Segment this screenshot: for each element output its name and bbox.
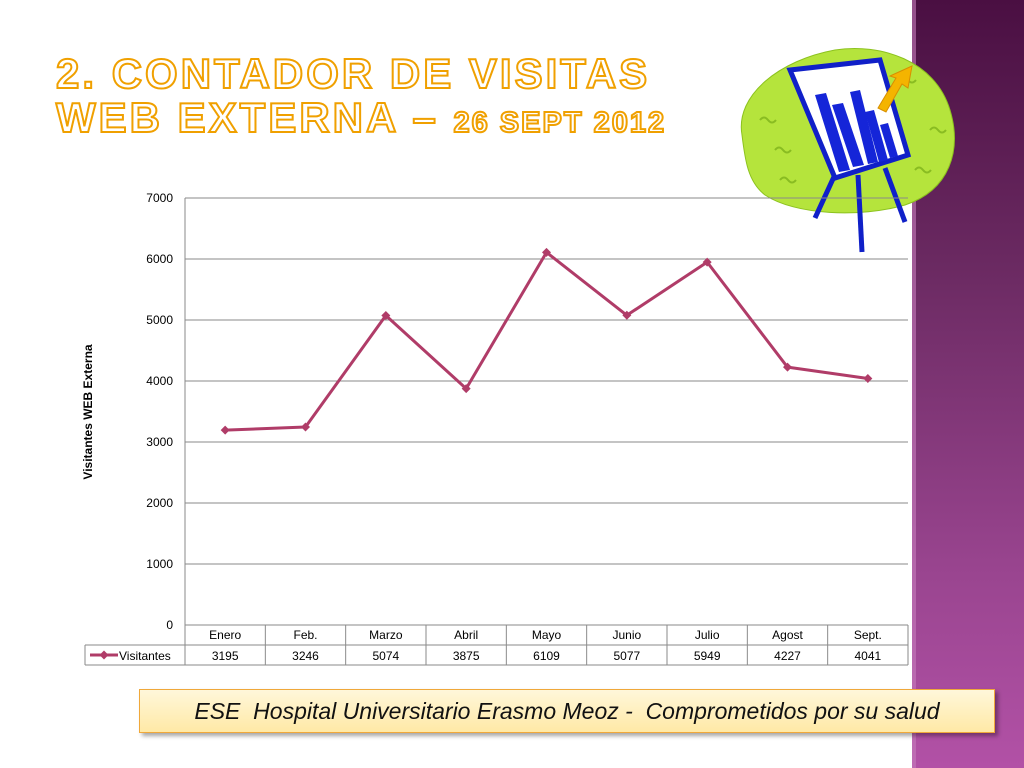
y-tick-label: 3000 — [146, 435, 173, 449]
x-category-label: Feb. — [293, 628, 317, 642]
x-category-label: Junio — [612, 628, 641, 642]
data-table-value: 3195 — [212, 649, 239, 663]
x-category-label: Julio — [695, 628, 720, 642]
side-band-stripe — [912, 0, 916, 768]
presentation-chart-easel-icon — [740, 48, 955, 253]
data-point — [702, 257, 712, 267]
data-table-value: 4227 — [774, 649, 801, 663]
y-tick-label: 2000 — [146, 496, 173, 510]
data-table-value: 6109 — [533, 649, 560, 663]
title-line-2-main: WEB Externa – — [55, 94, 454, 142]
y-axis-label: Visitantes WEB Externa — [81, 344, 95, 479]
x-category-label: Mayo — [532, 628, 562, 642]
x-category-label: Sept. — [854, 628, 882, 642]
series-line-visitantes — [225, 250, 869, 432]
title-line-2: WEB Externa – 26 Sept 2012 — [55, 94, 667, 142]
title-line-1: 2. Contador de visitas — [55, 50, 651, 97]
data-point — [301, 422, 310, 432]
data-table-value: 5077 — [613, 649, 640, 663]
y-tick-label: 5000 — [146, 313, 173, 327]
data-point — [622, 310, 632, 320]
legend-marker — [99, 650, 109, 660]
data-table-value: 5074 — [372, 649, 399, 663]
x-category-label: Agost — [772, 628, 803, 642]
title-date: 26 Sept 2012 — [452, 107, 667, 140]
x-category-label: Marzo — [369, 628, 403, 642]
data-point — [783, 362, 792, 372]
clipart-arrow — [877, 65, 913, 113]
data-table-value: 3246 — [292, 649, 319, 663]
footer-text: ESE Hospital Universitario Erasmo Meoz -… — [194, 697, 940, 724]
footer-banner: ESE Hospital Universitario Erasmo Meoz -… — [139, 689, 995, 733]
y-tick-label: 7000 — [146, 191, 173, 205]
data-point — [461, 384, 471, 394]
data-point — [381, 310, 391, 320]
data-point — [542, 247, 551, 257]
x-category-label: Enero — [209, 628, 241, 642]
y-tick-label: 0 — [166, 618, 173, 632]
y-tick-label: 6000 — [146, 252, 173, 266]
slide-title: 2. Contador de visitas WEB Externa – 26 … — [55, 50, 667, 142]
clipart-bars — [815, 90, 898, 172]
y-tick-label: 4000 — [146, 374, 173, 388]
x-category-label: Abril — [454, 628, 478, 642]
y-tick-label: 1000 — [146, 557, 173, 571]
data-table-value: 3875 — [453, 649, 480, 663]
data-point — [863, 373, 873, 383]
data-table-value: 4041 — [854, 649, 881, 663]
legend-label: Visitantes — [119, 649, 171, 663]
data-table-value: 5949 — [694, 649, 721, 663]
data-point — [220, 425, 230, 435]
